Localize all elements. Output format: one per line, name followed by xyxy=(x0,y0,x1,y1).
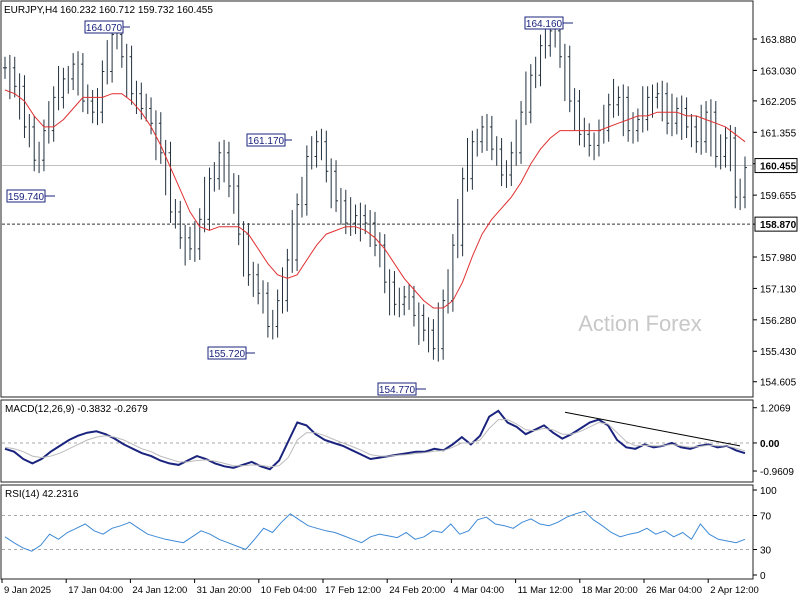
time-axis-label: 11 Mar 12:00 xyxy=(518,585,573,596)
price-axis-label: 163.880 xyxy=(760,35,797,46)
macd-title: MACD(12,26,9) -0.3832 -0.2679 xyxy=(5,404,148,415)
rsi-title: RSI(14) 42.2316 xyxy=(5,489,79,500)
time-axis-label: 24 Jan 12:00 xyxy=(132,585,187,596)
price-axis-label: 161.355 xyxy=(760,128,797,139)
rsi-axis-label: 100 xyxy=(760,486,777,497)
moving-average-line xyxy=(4,89,746,309)
price-axis-label: 159.655 xyxy=(760,191,797,202)
pivot-annotation-label: 164.070 xyxy=(86,23,123,34)
time-axis-label: 24 Feb 20:00 xyxy=(389,585,445,596)
current-price-badge xyxy=(754,158,798,174)
time-axis-label: 4 Mar 04:00 xyxy=(453,585,504,596)
macd-panel-frame xyxy=(0,399,754,483)
price-axis-label: 157.980 xyxy=(760,253,797,264)
symbol-label: EURJPY,H4 xyxy=(4,5,58,16)
price-axis-label: 155.430 xyxy=(760,347,797,358)
price-panel-frame xyxy=(0,0,754,398)
macd-axis-label: -0.9609 xyxy=(760,467,794,478)
price-axis-label: 157.130 xyxy=(760,284,797,295)
price-axis-label: 163.030 xyxy=(760,66,797,77)
rsi-axis-label: 0 xyxy=(760,571,766,582)
macd-trendline xyxy=(564,411,741,447)
pivot-annotation-label: 161.170 xyxy=(248,136,285,147)
watermark: Action Forex xyxy=(578,311,702,336)
time-axis-label: 17 Feb 12:00 xyxy=(325,585,381,596)
macd-axis-label: 0.00 xyxy=(760,439,780,450)
macd-line xyxy=(4,409,746,471)
price-axis-label: 154.605 xyxy=(760,378,797,389)
price-axis-label: 156.280 xyxy=(760,316,797,327)
level-badge xyxy=(754,216,798,232)
pivot-annotation-label: 155.720 xyxy=(209,349,246,360)
time-axis-label: 18 Mar 20:00 xyxy=(582,585,638,596)
rsi-axis-label: 30 xyxy=(760,546,772,557)
rsi-panel-frame xyxy=(0,484,754,580)
price-axis-label: 162.205 xyxy=(760,97,797,108)
rsi-line xyxy=(4,510,746,552)
macd-axis-label: 1.2069 xyxy=(760,404,791,415)
pivot-annotation-label: 164.160 xyxy=(526,19,563,30)
current-price-label: 160.455 xyxy=(760,162,797,173)
ohlc-header: 160.232 160.712 159.732 160.455 xyxy=(60,5,213,16)
time-axis-label: 31 Jan 20:00 xyxy=(197,585,252,596)
macd-signal-line xyxy=(4,419,746,468)
time-axis-label: 17 Jan 04:00 xyxy=(68,585,123,596)
time-axis-label: 2 Apr 12:00 xyxy=(710,585,759,596)
level-label: 158.870 xyxy=(760,220,797,231)
rsi-axis-label: 70 xyxy=(760,512,772,523)
time-axis-label: 26 Mar 04:00 xyxy=(646,585,702,596)
time-axis-label: 9 Jan 2025 xyxy=(4,585,51,596)
pivot-annotation-label: 159.740 xyxy=(8,192,45,203)
time-axis-label: 10 Feb 04:00 xyxy=(261,585,317,596)
pivot-annotation-label: 154.770 xyxy=(379,385,416,396)
